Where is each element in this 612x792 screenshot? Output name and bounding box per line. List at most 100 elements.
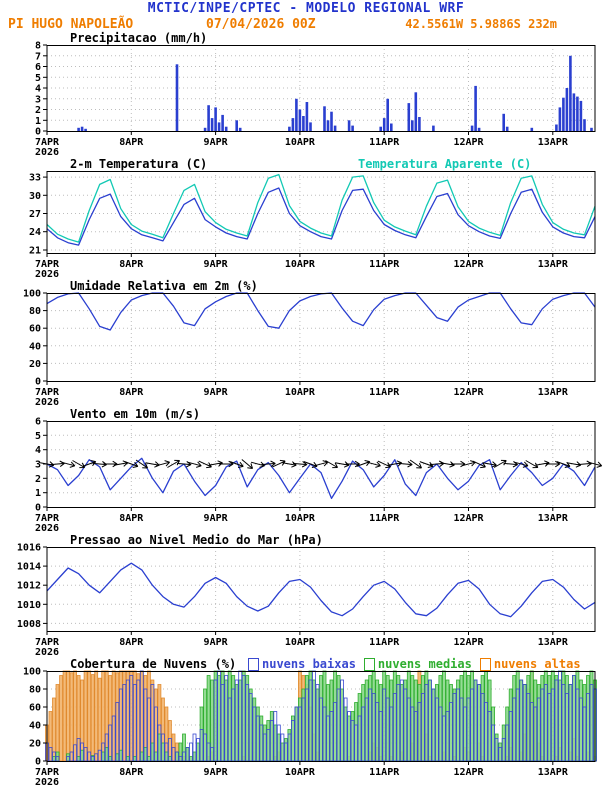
svg-text:20: 20 (29, 359, 41, 370)
svg-text:1: 1 (35, 488, 41, 499)
svg-text:1016: 1016 (17, 543, 41, 554)
svg-text:3: 3 (35, 94, 41, 105)
svg-text:40: 40 (29, 721, 41, 732)
svg-text:10APR: 10APR (285, 767, 316, 778)
panel-temperature-header: 2-m Temperatura (C) Temperatura Aparente… (0, 157, 612, 171)
panel-cloud-cover-title: Cobertura de Nuvens (%) (70, 657, 237, 671)
gridlines (47, 45, 595, 131)
svg-text:21: 21 (29, 246, 41, 257)
svg-text:40: 40 (29, 341, 41, 352)
svg-text:11APR: 11APR (369, 637, 400, 648)
svg-text:7APR: 7APR (35, 637, 60, 648)
svg-text:12APR: 12APR (453, 513, 484, 524)
station-name: PI HUGO NAPOLEÃO (8, 17, 134, 32)
legend-label: nuvens medias (377, 657, 472, 671)
legend-item-nuvens-baixas: nuvens baixas (248, 657, 356, 671)
svg-text:0: 0 (35, 503, 41, 514)
svg-text:7APR: 7APR (35, 767, 60, 778)
svg-text:30: 30 (29, 191, 41, 202)
svg-text:80: 80 (29, 306, 41, 317)
svg-text:8APR: 8APR (119, 637, 144, 648)
panel-pressure: Pressao ao Nivel Medio do Mar (hPa) 1008… (0, 533, 612, 658)
svg-text:9APR: 9APR (204, 767, 229, 778)
svg-text:8APR: 8APR (119, 387, 144, 398)
header-subtitle: PI HUGO NAPOLEÃO 07/04/2026 00Z (0, 17, 612, 32)
svg-text:11APR: 11APR (369, 513, 400, 524)
legend-swatch-icon (363, 657, 375, 671)
cloud-legend: nuvens baixas nuvens medias nuvens altas (248, 657, 581, 671)
svg-text:13APR: 13APR (538, 637, 569, 648)
series (40, 457, 603, 500)
svg-text:100: 100 (23, 289, 41, 300)
svg-text:12APR: 12APR (453, 637, 484, 648)
svg-text:11APR: 11APR (369, 259, 400, 270)
panel-humidity-title: Umidade Relativa em 2m (%) (70, 279, 258, 293)
panel-wind: Vento em 10m (m/s) 0 1 2 3 4 5 6 7APR 2026 8APR 9A… (0, 407, 612, 534)
panel-temperature-title: 2-m Temperatura (C) (70, 157, 208, 171)
gridlines (47, 421, 595, 507)
svg-text:13APR: 13APR (538, 387, 569, 398)
panel-precipitation: Precipitacao (mm/h) 42.5561W 5.9886S 232… (0, 17, 612, 158)
svg-text:11APR: 11APR (369, 387, 400, 398)
svg-text:10APR: 10APR (285, 137, 316, 148)
panel-wind-title: Vento em 10m (m/s) (70, 407, 201, 421)
svg-text:12APR: 12APR (453, 767, 484, 778)
panel-pressure-header: Pressao ao Nivel Medio do Mar (hPa) (0, 533, 612, 547)
legend-label: nuvens altas (493, 657, 581, 671)
apparent-temperature-legend: Temperatura Aparente (C) (358, 157, 532, 171)
run-datetime: 07/04/2026 00Z (206, 17, 316, 32)
legend-swatch-icon (479, 657, 491, 671)
series (46, 292, 596, 331)
svg-text:0: 0 (35, 757, 41, 768)
svg-text:6: 6 (35, 62, 41, 73)
svg-text:2026: 2026 (35, 269, 59, 280)
svg-text:8APR: 8APR (119, 513, 144, 524)
panel-temperature: 2-m Temperatura (C) Temperatura Aparente… (0, 157, 612, 280)
svg-text:8APR: 8APR (119, 259, 144, 270)
svg-text:80: 80 (29, 685, 41, 696)
svg-text:7APR: 7APR (35, 259, 60, 270)
svg-text:3: 3 (35, 460, 41, 471)
svg-text:9APR: 9APR (204, 137, 229, 148)
legend-item-nuvens-medias: nuvens medias (363, 657, 472, 671)
svg-text:12APR: 12APR (453, 137, 484, 148)
svg-text:5: 5 (35, 431, 41, 442)
svg-text:2026: 2026 (35, 777, 59, 788)
panel-precipitation-title: Precipitacao (mm/h) (70, 31, 208, 45)
panel-wind-header: Vento em 10m (m/s) (0, 407, 612, 421)
svg-text:7APR: 7APR (35, 387, 60, 398)
svg-text:33: 33 (29, 173, 41, 184)
svg-text:10APR: 10APR (285, 387, 316, 398)
svg-text:60: 60 (29, 324, 41, 335)
svg-text:2026: 2026 (35, 397, 59, 408)
svg-text:11APR: 11APR (369, 767, 400, 778)
gridlines (47, 171, 595, 253)
page-title: MCTIC/INPE/CPTEC - MODELO REGIONAL WRF (147, 1, 465, 16)
legend-label: nuvens baixas (262, 657, 356, 671)
series (45, 670, 597, 762)
svg-text:12APR: 12APR (453, 259, 484, 270)
svg-text:13APR: 13APR (538, 259, 569, 270)
svg-text:10APR: 10APR (285, 637, 316, 648)
svg-text:8APR: 8APR (119, 767, 144, 778)
panel-precipitation-header: Precipitacao (mm/h) 42.5561W 5.9886S 232… (0, 17, 612, 45)
svg-text:0: 0 (35, 127, 41, 138)
gridlines (47, 547, 595, 631)
svg-text:60: 60 (29, 703, 41, 714)
gridlines (47, 293, 595, 381)
svg-text:11APR: 11APR (369, 137, 400, 148)
svg-text:100: 100 (23, 667, 41, 678)
svg-text:2: 2 (35, 474, 41, 485)
svg-text:1012: 1012 (17, 581, 41, 592)
